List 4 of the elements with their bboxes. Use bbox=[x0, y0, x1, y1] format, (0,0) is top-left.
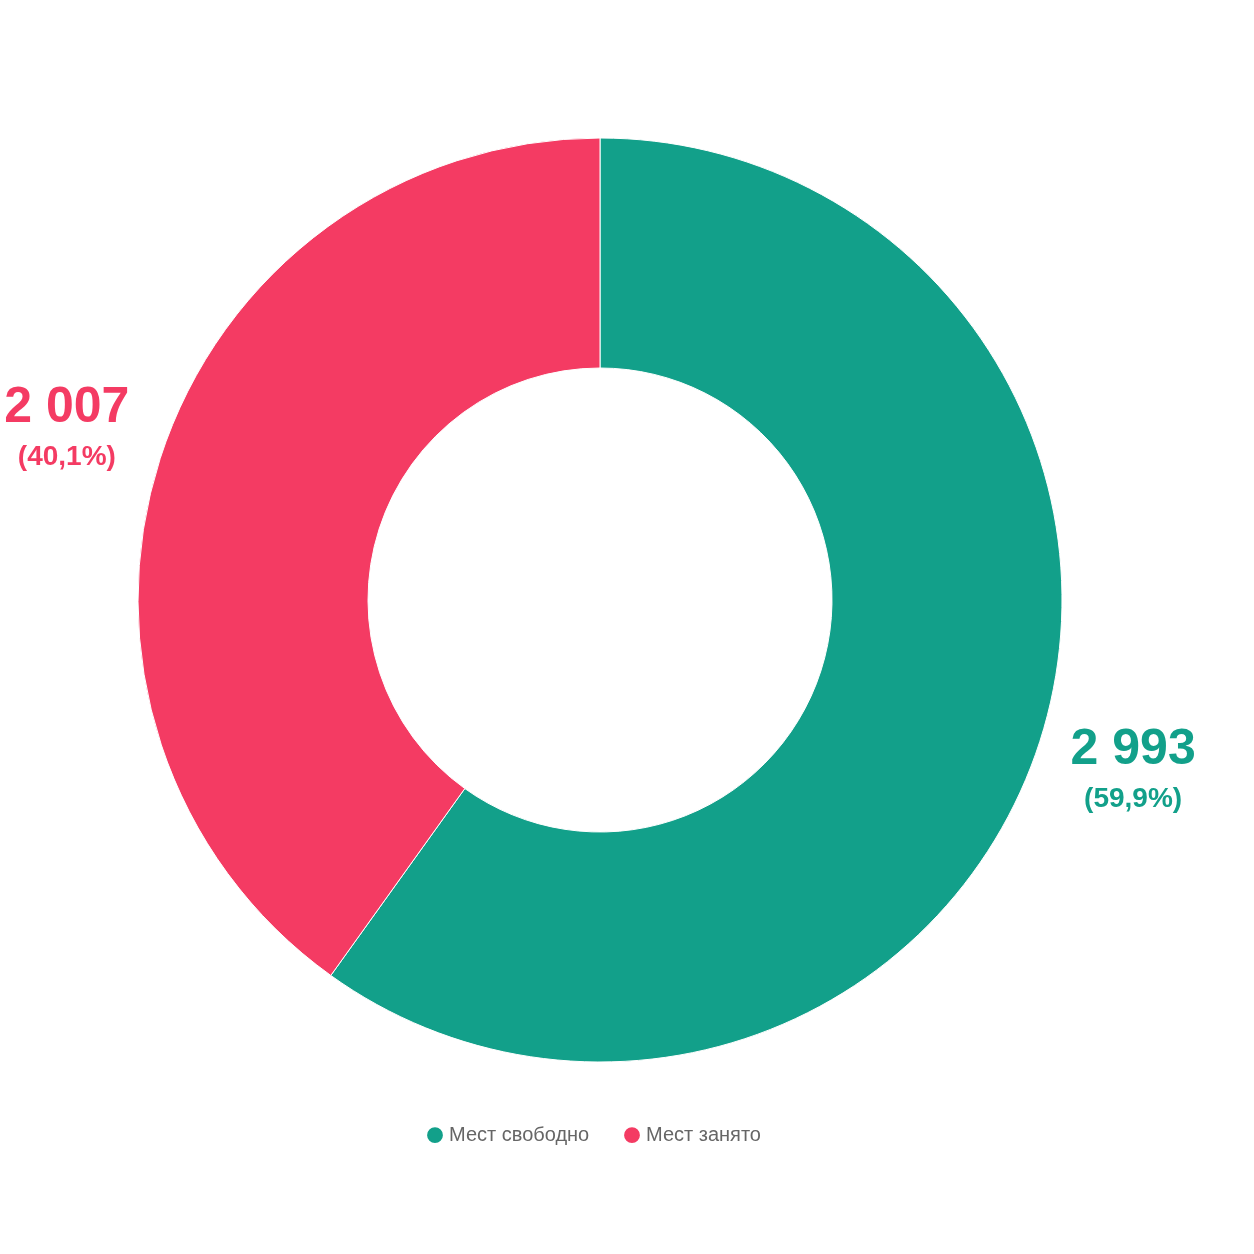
text: 2 007 (40,1%) bbox=[4, 376, 130, 471]
legend-label: Мест свободно bbox=[449, 1123, 590, 1146]
text: 2 993 (59,9%) bbox=[1070, 719, 1196, 814]
legend-label: Мест занято bbox=[646, 1123, 761, 1146]
